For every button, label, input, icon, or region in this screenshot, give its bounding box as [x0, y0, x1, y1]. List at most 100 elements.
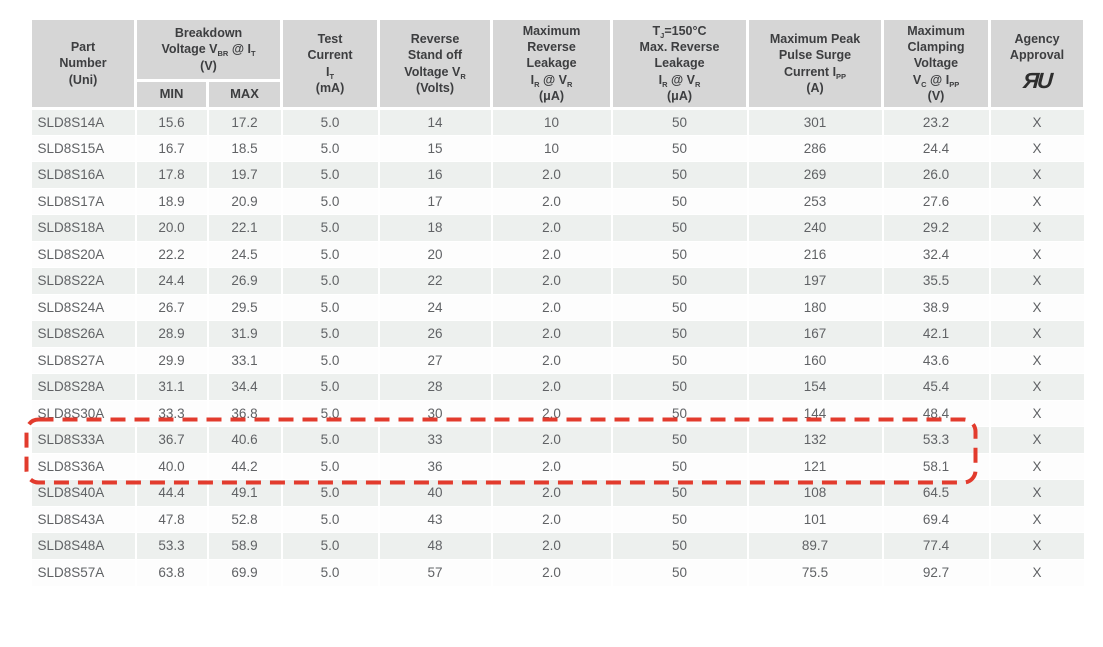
cell-reverse-leakage: 2.0 [490, 426, 613, 453]
cell-part-number: SLD8S20A [29, 240, 137, 268]
cell-vbr-min: 28.9 [134, 320, 209, 347]
cell-vbr-max: 26.9 [206, 267, 283, 294]
cell-part-number: SLD8S27A [29, 346, 137, 374]
cell-standoff-voltage: 33 [377, 426, 493, 453]
cell-reverse-leakage: 10 [490, 108, 613, 135]
cell-part-number: SLD8S14A [29, 108, 137, 135]
cell-agency-approval: X [988, 373, 1086, 400]
cell-vbr-max: 19.7 [206, 161, 283, 188]
cell-clamping-voltage: 35.5 [881, 267, 991, 294]
cell-tj150-leakage: 50 [610, 399, 749, 427]
cell-surge-current: 269 [746, 161, 884, 188]
cell-tj150-leakage: 50 [610, 320, 749, 347]
cell-vbr-min: 44.4 [134, 479, 209, 506]
cell-part-number: SLD8S22A [29, 267, 137, 294]
cell-part-number: SLD8S48A [29, 532, 137, 559]
cell-reverse-leakage: 2.0 [490, 161, 613, 188]
col-header-peak-pulse-surge-current: Maximum Peak Pulse Surge Current IPP (A) [746, 17, 885, 110]
cell-vbr-max: 29.5 [206, 293, 283, 321]
cell-vbr-min: 22.2 [134, 240, 209, 268]
cell-vbr-max: 58.9 [206, 532, 283, 559]
cell-vbr-max: 22.1 [206, 214, 283, 241]
cell-tj150-leakage: 50 [610, 558, 749, 586]
table-row: SLD8S36A 40.0 44.2 5.0 36 2.0 50 121 58.… [29, 452, 1086, 480]
cell-vbr-max: 52.8 [206, 505, 283, 533]
cell-surge-current: 167 [746, 320, 884, 347]
cell-tj150-leakage: 50 [610, 452, 749, 480]
cell-tj150-leakage: 50 [610, 134, 749, 162]
table-row: SLD8S57A 63.8 69.9 5.0 57 2.0 50 75.5 92… [29, 558, 1086, 586]
cell-vbr-max: 44.2 [206, 452, 283, 480]
cell-part-number: SLD8S43A [29, 505, 137, 533]
cell-part-number: SLD8S26A [29, 320, 137, 347]
cell-vbr-min: 33.3 [134, 399, 209, 427]
cell-vbr-max: 33.1 [206, 346, 283, 374]
cell-clamping-voltage: 53.3 [881, 426, 991, 453]
cell-surge-current: 180 [746, 293, 884, 321]
cell-clamping-voltage: 45.4 [881, 373, 991, 400]
cell-vbr-min: 26.7 [134, 293, 209, 321]
cell-test-current: 5.0 [280, 161, 380, 188]
table-row: SLD8S26A 28.9 31.9 5.0 26 2.0 50 167 42.… [29, 320, 1086, 347]
col-header-min: MIN [134, 79, 209, 110]
cell-test-current: 5.0 [280, 240, 380, 268]
cell-clamping-voltage: 38.9 [881, 293, 991, 321]
cell-test-current: 5.0 [280, 479, 380, 506]
table-row: SLD8S28A 31.1 34.4 5.0 28 2.0 50 154 45.… [29, 373, 1086, 400]
cell-surge-current: 301 [746, 108, 884, 135]
table-row: SLD8S17A 18.9 20.9 5.0 17 2.0 50 253 27.… [29, 187, 1086, 215]
cell-agency-approval: X [988, 214, 1086, 241]
cell-standoff-voltage: 15 [377, 134, 493, 162]
table-row: SLD8S20A 22.2 24.5 5.0 20 2.0 50 216 32.… [29, 240, 1086, 268]
cell-vbr-max: 49.1 [206, 479, 283, 506]
cell-agency-approval: X [988, 320, 1086, 347]
col-header-test-current: Test Current IT (mA) [280, 17, 381, 110]
cell-vbr-min: 36.7 [134, 426, 209, 453]
cell-vbr-min: 15.6 [134, 108, 209, 135]
cell-vbr-min: 40.0 [134, 452, 209, 480]
cell-standoff-voltage: 26 [377, 320, 493, 347]
cell-agency-approval: X [988, 267, 1086, 294]
cell-surge-current: 240 [746, 214, 884, 241]
cell-surge-current: 144 [746, 399, 884, 427]
cell-clamping-voltage: 77.4 [881, 532, 991, 559]
cell-reverse-leakage: 2.0 [490, 214, 613, 241]
table-row: SLD8S14A 15.6 17.2 5.0 14 10 50 301 23.2… [29, 108, 1086, 135]
cell-vbr-min: 18.9 [134, 187, 209, 215]
cell-agency-approval: X [988, 505, 1086, 533]
cell-standoff-voltage: 48 [377, 532, 493, 559]
cell-tj150-leakage: 50 [610, 240, 749, 268]
cell-part-number: SLD8S24A [29, 293, 137, 321]
cell-test-current: 5.0 [280, 320, 380, 347]
cell-standoff-voltage: 28 [377, 373, 493, 400]
cell-test-current: 5.0 [280, 267, 380, 294]
cell-agency-approval: X [988, 161, 1086, 188]
cell-standoff-voltage: 43 [377, 505, 493, 533]
cell-test-current: 5.0 [280, 108, 380, 135]
cell-vbr-min: 47.8 [134, 505, 209, 533]
cell-test-current: 5.0 [280, 293, 380, 321]
cell-tj150-leakage: 50 [610, 479, 749, 506]
cell-tj150-leakage: 50 [610, 346, 749, 374]
cell-test-current: 5.0 [280, 505, 380, 533]
cell-vbr-max: 17.2 [206, 108, 283, 135]
cell-tj150-leakage: 50 [610, 161, 749, 188]
cell-vbr-min: 31.1 [134, 373, 209, 400]
cell-reverse-leakage: 2.0 [490, 240, 613, 268]
cell-test-current: 5.0 [280, 346, 380, 374]
cell-reverse-leakage: 2.0 [490, 532, 613, 559]
cell-clamping-voltage: 26.0 [881, 161, 991, 188]
cell-vbr-min: 29.9 [134, 346, 209, 374]
table-row: SLD8S15A 16.7 18.5 5.0 15 10 50 286 24.4… [29, 134, 1086, 162]
table-row: SLD8S24A 26.7 29.5 5.0 24 2.0 50 180 38.… [29, 293, 1086, 321]
cell-part-number: SLD8S18A [29, 214, 137, 241]
col-header-part-number: Part Number (Uni) [29, 17, 137, 110]
cell-test-current: 5.0 [280, 214, 380, 241]
cell-test-current: 5.0 [280, 187, 380, 215]
table-header: Part Number (Uni) Breakdown Voltage VBR … [29, 17, 1087, 110]
cell-standoff-voltage: 16 [377, 161, 493, 188]
col-header-max-reverse-leakage: Maximum Reverse Leakage IR @ VR (μA) [490, 17, 614, 110]
cell-reverse-leakage: 2.0 [490, 505, 613, 533]
cell-surge-current: 108 [746, 479, 884, 506]
